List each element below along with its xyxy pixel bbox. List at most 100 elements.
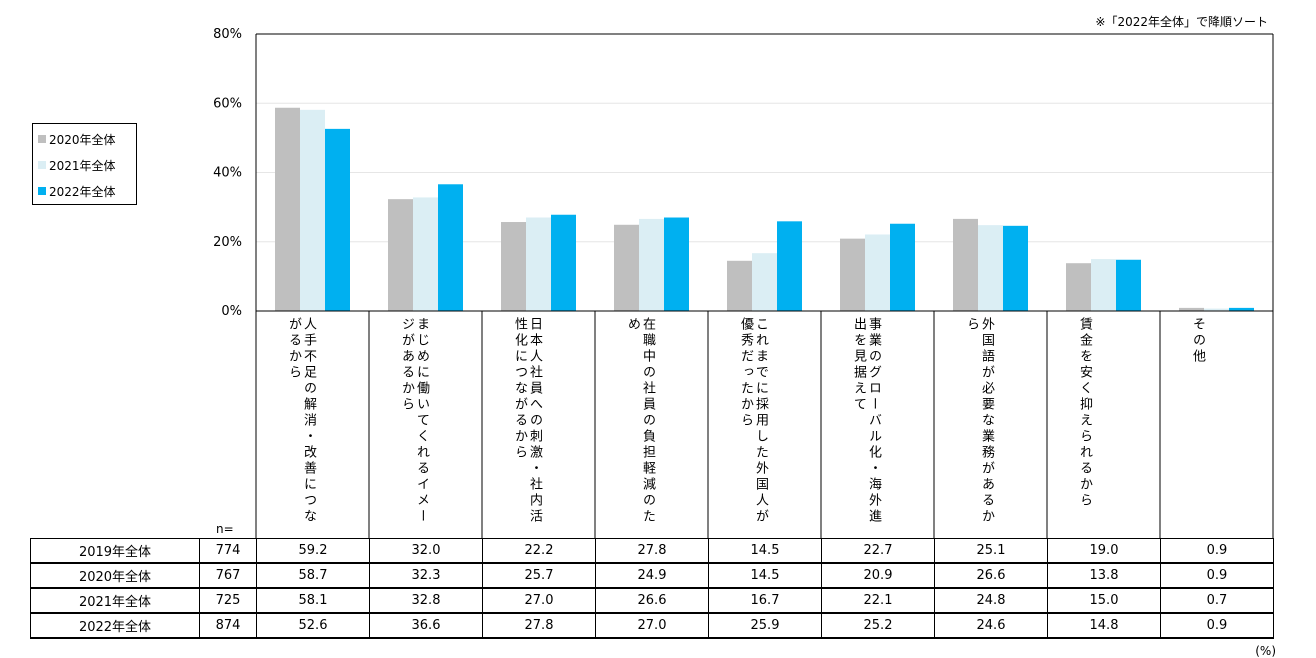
row-label: 2021年全体 [30,587,200,614]
table-cell: 25.9 [708,612,822,639]
table-cell: 20.9 [821,562,935,589]
category-label: まじめに働いてくれるイメージがあるから [399,317,429,525]
bar [840,238,865,311]
sample-size: 767 [199,562,257,589]
table-row: 2021年全体 725 58.1 32.8 27.0 26.6 16.7 22.1 24.8 15… [30,587,1274,614]
category-label: 賃金を安く抑えられるから [1077,317,1092,509]
legend-label-2022: 2022年全体 [49,185,116,199]
table-cell: 0.7 [1160,587,1274,614]
bar [501,222,526,311]
legend-swatch-2021 [38,161,46,169]
legend-swatch-2020 [38,135,46,143]
bar [953,218,978,311]
y-tick-label: 80% [213,27,242,42]
category-label: 日本人社員への刺激・社内活性化につながるから [512,317,542,525]
bar [526,217,551,311]
table-cell: 59.2 [256,538,370,564]
table-cell: 25.7 [482,562,596,589]
table-cell: 32.8 [369,587,483,614]
y-tick-label: 20% [213,235,242,250]
table-cell: 14.5 [708,562,822,589]
bar [1229,307,1254,311]
bar [865,234,890,311]
table-row: 2020年全体 767 58.7 32.3 25.7 24.9 14.5 20.9 26.6 13… [30,562,1274,589]
table-cell: 52.6 [256,612,370,639]
legend: 2020年全体 2021年全体 2022年全体 [32,123,137,205]
y-tick-label: 40% [213,166,242,181]
table-cell: 22.2 [482,538,596,564]
bar [1091,259,1116,311]
table-cell: 32.3 [369,562,483,589]
bar [275,107,300,311]
table-cell: 15.0 [1047,587,1161,614]
category-label: 事業のグローバル化・海外進出を見据えて [851,317,881,525]
y-tick-label: 60% [213,96,242,111]
category-label: これまでに採用した外国人が優秀だったから [738,317,768,525]
bar [551,214,576,311]
bar [413,197,438,311]
bar [388,199,413,311]
bar [727,260,752,311]
bar [664,217,689,311]
table-cell: 25.2 [821,612,935,639]
table-cell: 0.9 [1160,538,1274,564]
table-cell: 27.8 [595,538,709,564]
table-cell: 22.1 [821,587,935,614]
table-cell: 0.9 [1160,612,1274,639]
bar [325,128,350,311]
legend-label-2021: 2021年全体 [49,159,116,173]
table-cell: 27.0 [595,612,709,639]
bar [978,225,1003,311]
bar [1003,225,1028,311]
bar [1116,259,1141,311]
table-row: 2019年全体 774 59.2 32.0 22.2 27.8 14.5 22.7 25.1 19… [30,538,1274,564]
legend-swatch-2022 [38,187,46,195]
table-cell: 16.7 [708,587,822,614]
table-cell: 26.6 [934,562,1048,589]
table-cell: 27.0 [482,587,596,614]
category-label: その他 [1190,317,1205,365]
bar [752,253,777,311]
bar [614,224,639,311]
table-cell: 22.7 [821,538,935,564]
legend-item-2021: 2021年全体 [38,157,116,174]
sample-size: 774 [199,538,257,564]
n-label: n= [216,522,234,536]
table-cell: 24.9 [595,562,709,589]
bar [639,218,664,311]
bar [777,221,802,311]
legend-label-2020: 2020年全体 [49,133,116,147]
bar [300,109,325,311]
table-cell: 26.6 [595,587,709,614]
sort-note: ※「2022年全体」で降順ソート [1095,15,1268,29]
category-label: 人手不足の解消・改善につながるから [286,317,316,525]
table-cell: 58.7 [256,562,370,589]
sample-size: 725 [199,587,257,614]
table-cell: 19.0 [1047,538,1161,564]
table-cell: 24.8 [934,587,1048,614]
unit-label: (%) [1255,644,1276,658]
table-cell: 0.9 [1160,562,1274,589]
table-cell: 25.1 [934,538,1048,564]
data-table: 2019年全体 774 59.2 32.0 22.2 27.8 14.5 22.7 25.1 19… [30,538,1274,639]
legend-item-2022: 2022年全体 [38,183,116,200]
table-cell: 14.5 [708,538,822,564]
table-row: 2022年全体 874 52.6 36.6 27.8 27.0 25.9 25.2 24.6 14… [30,612,1274,639]
bar [438,184,463,311]
bar [1179,307,1204,311]
category-label: 在職中の社員の負担軽減のため [625,317,655,525]
row-label: 2019年全体 [30,538,200,564]
legend-item-2020: 2020年全体 [38,131,116,148]
bar [1204,308,1229,311]
row-label: 2020年全体 [30,562,200,589]
row-label: 2022年全体 [30,612,200,639]
y-tick-label: 0% [221,304,242,319]
table-cell: 13.8 [1047,562,1161,589]
table-cell: 24.6 [934,612,1048,639]
table-cell: 58.1 [256,587,370,614]
bar [890,223,915,311]
table-cell: 27.8 [482,612,596,639]
table-cell: 14.8 [1047,612,1161,639]
sample-size: 874 [199,612,257,639]
